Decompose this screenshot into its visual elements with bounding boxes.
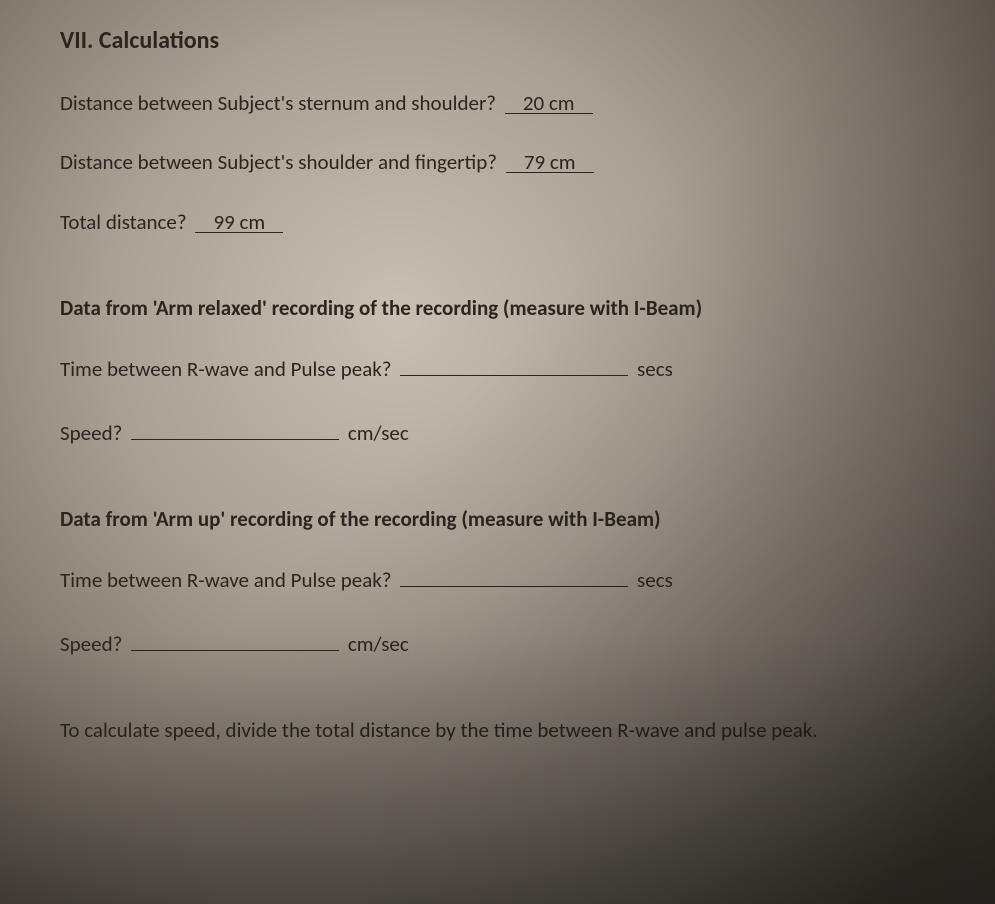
question-sternum-shoulder: Distance between Subject's sternum and s…	[60, 89, 950, 118]
arm-up-time-line: Time between R-wave and Pulse peak? secs	[60, 562, 950, 595]
arm-relaxed-speed-unit: cm/sec	[348, 420, 409, 446]
arm-relaxed-speed-blank[interactable]	[131, 415, 339, 440]
q3-prompt: Total distance?	[60, 209, 187, 235]
arm-up-speed-line: Speed? cm/sec	[60, 626, 950, 659]
question-shoulder-fingertip: Distance between Subject's shoulder and …	[60, 148, 950, 177]
arm-up-time-prompt: Time between R-wave and Pulse peak?	[60, 567, 392, 593]
worksheet-page: VII. Calculations Distance between Subje…	[60, 26, 950, 743]
arm-up-speed-prompt: Speed?	[60, 631, 122, 657]
arm-relaxed-time-prompt: Time between R-wave and Pulse peak?	[60, 356, 392, 382]
q2-blank[interactable]: 79 cm	[506, 148, 594, 173]
instruction-footer: To calculate speed, divide the total dis…	[60, 717, 950, 743]
arm-up-speed-blank[interactable]	[131, 626, 339, 651]
arm-relaxed-speed-line: Speed? cm/sec	[60, 415, 950, 448]
subheading-arm-relaxed: Data from 'Arm relaxed' recording of the…	[60, 295, 950, 321]
arm-relaxed-time-blank[interactable]	[400, 351, 628, 376]
arm-relaxed-time-unit: secs	[637, 356, 673, 382]
arm-relaxed-time-line: Time between R-wave and Pulse peak? secs	[60, 351, 950, 384]
arm-up-speed-unit: cm/sec	[348, 631, 409, 657]
subheading-arm-up: Data from 'Arm up' recording of the reco…	[60, 506, 950, 532]
arm-up-time-blank[interactable]	[400, 562, 628, 587]
q1-prompt: Distance between Subject's sternum and s…	[60, 90, 496, 116]
q2-prompt: Distance between Subject's shoulder and …	[60, 149, 497, 175]
q3-blank[interactable]: 99 cm	[195, 208, 283, 233]
q1-blank[interactable]: 20 cm	[505, 89, 593, 114]
section-heading: VII. Calculations	[60, 26, 950, 55]
question-total-distance: Total distance? 99 cm	[60, 208, 950, 237]
arm-up-time-unit: secs	[637, 567, 673, 593]
arm-relaxed-speed-prompt: Speed?	[60, 420, 122, 446]
